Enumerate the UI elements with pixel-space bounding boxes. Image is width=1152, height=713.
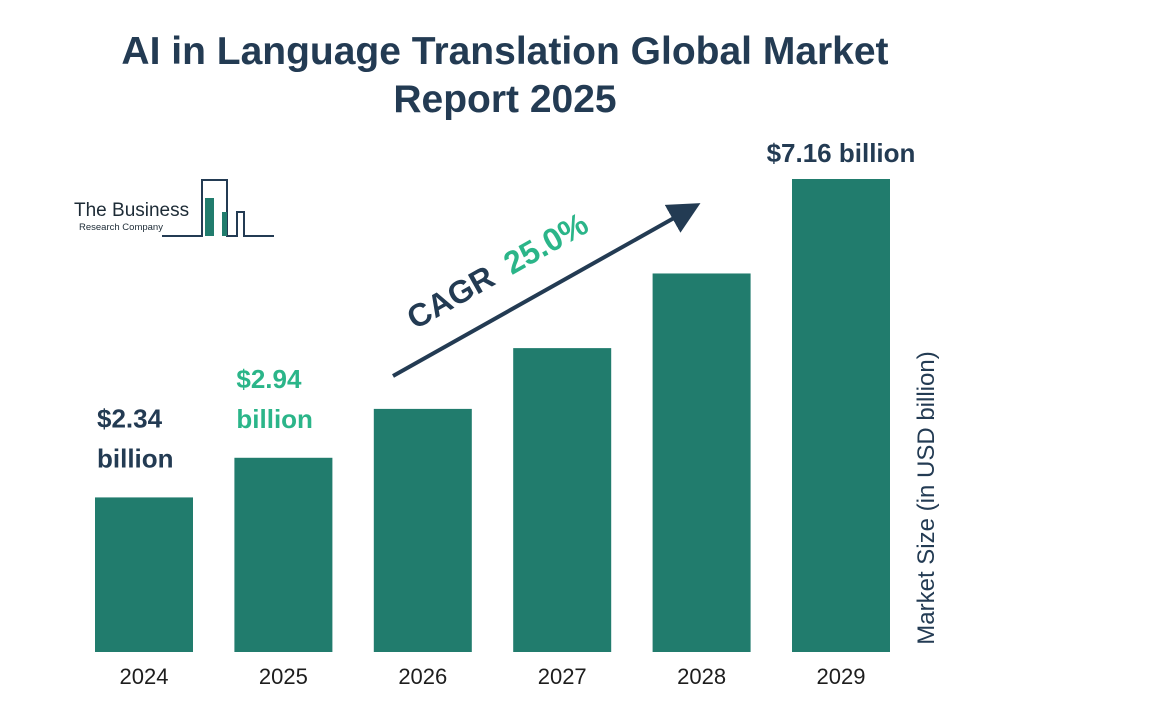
logo-subtitle: Research Company	[79, 222, 163, 233]
bar-2024	[95, 497, 193, 652]
x-tick-label-2026: 2026	[398, 664, 447, 689]
x-tick-label-2025: 2025	[259, 664, 308, 689]
x-tick-label-2024: 2024	[120, 664, 169, 689]
x-tick-label-2027: 2027	[538, 664, 587, 689]
bar-2028	[652, 273, 751, 652]
bar-2026	[373, 408, 472, 652]
x-tick-label-2029: 2029	[817, 664, 866, 689]
x-tick-label-2028: 2028	[677, 664, 726, 689]
data-label-2024: $2.34 billion	[97, 403, 174, 473]
company-logo: The Business Research Company	[72, 176, 277, 240]
chart-title: AI in Language Translation Global Market…	[121, 30, 889, 121]
logo-name: The Business	[74, 200, 190, 221]
data-label-2025: $2.94 billion	[236, 364, 313, 434]
cagr-arrow	[392, 203, 701, 378]
data-label-2029: $7.16 billion	[767, 138, 916, 168]
building-logo-icon	[162, 179, 274, 237]
bar-2029	[792, 179, 890, 652]
bar-2027	[513, 348, 612, 652]
bar-2025	[234, 457, 333, 652]
y-axis-label: Market Size (in USD billion)	[913, 351, 940, 645]
